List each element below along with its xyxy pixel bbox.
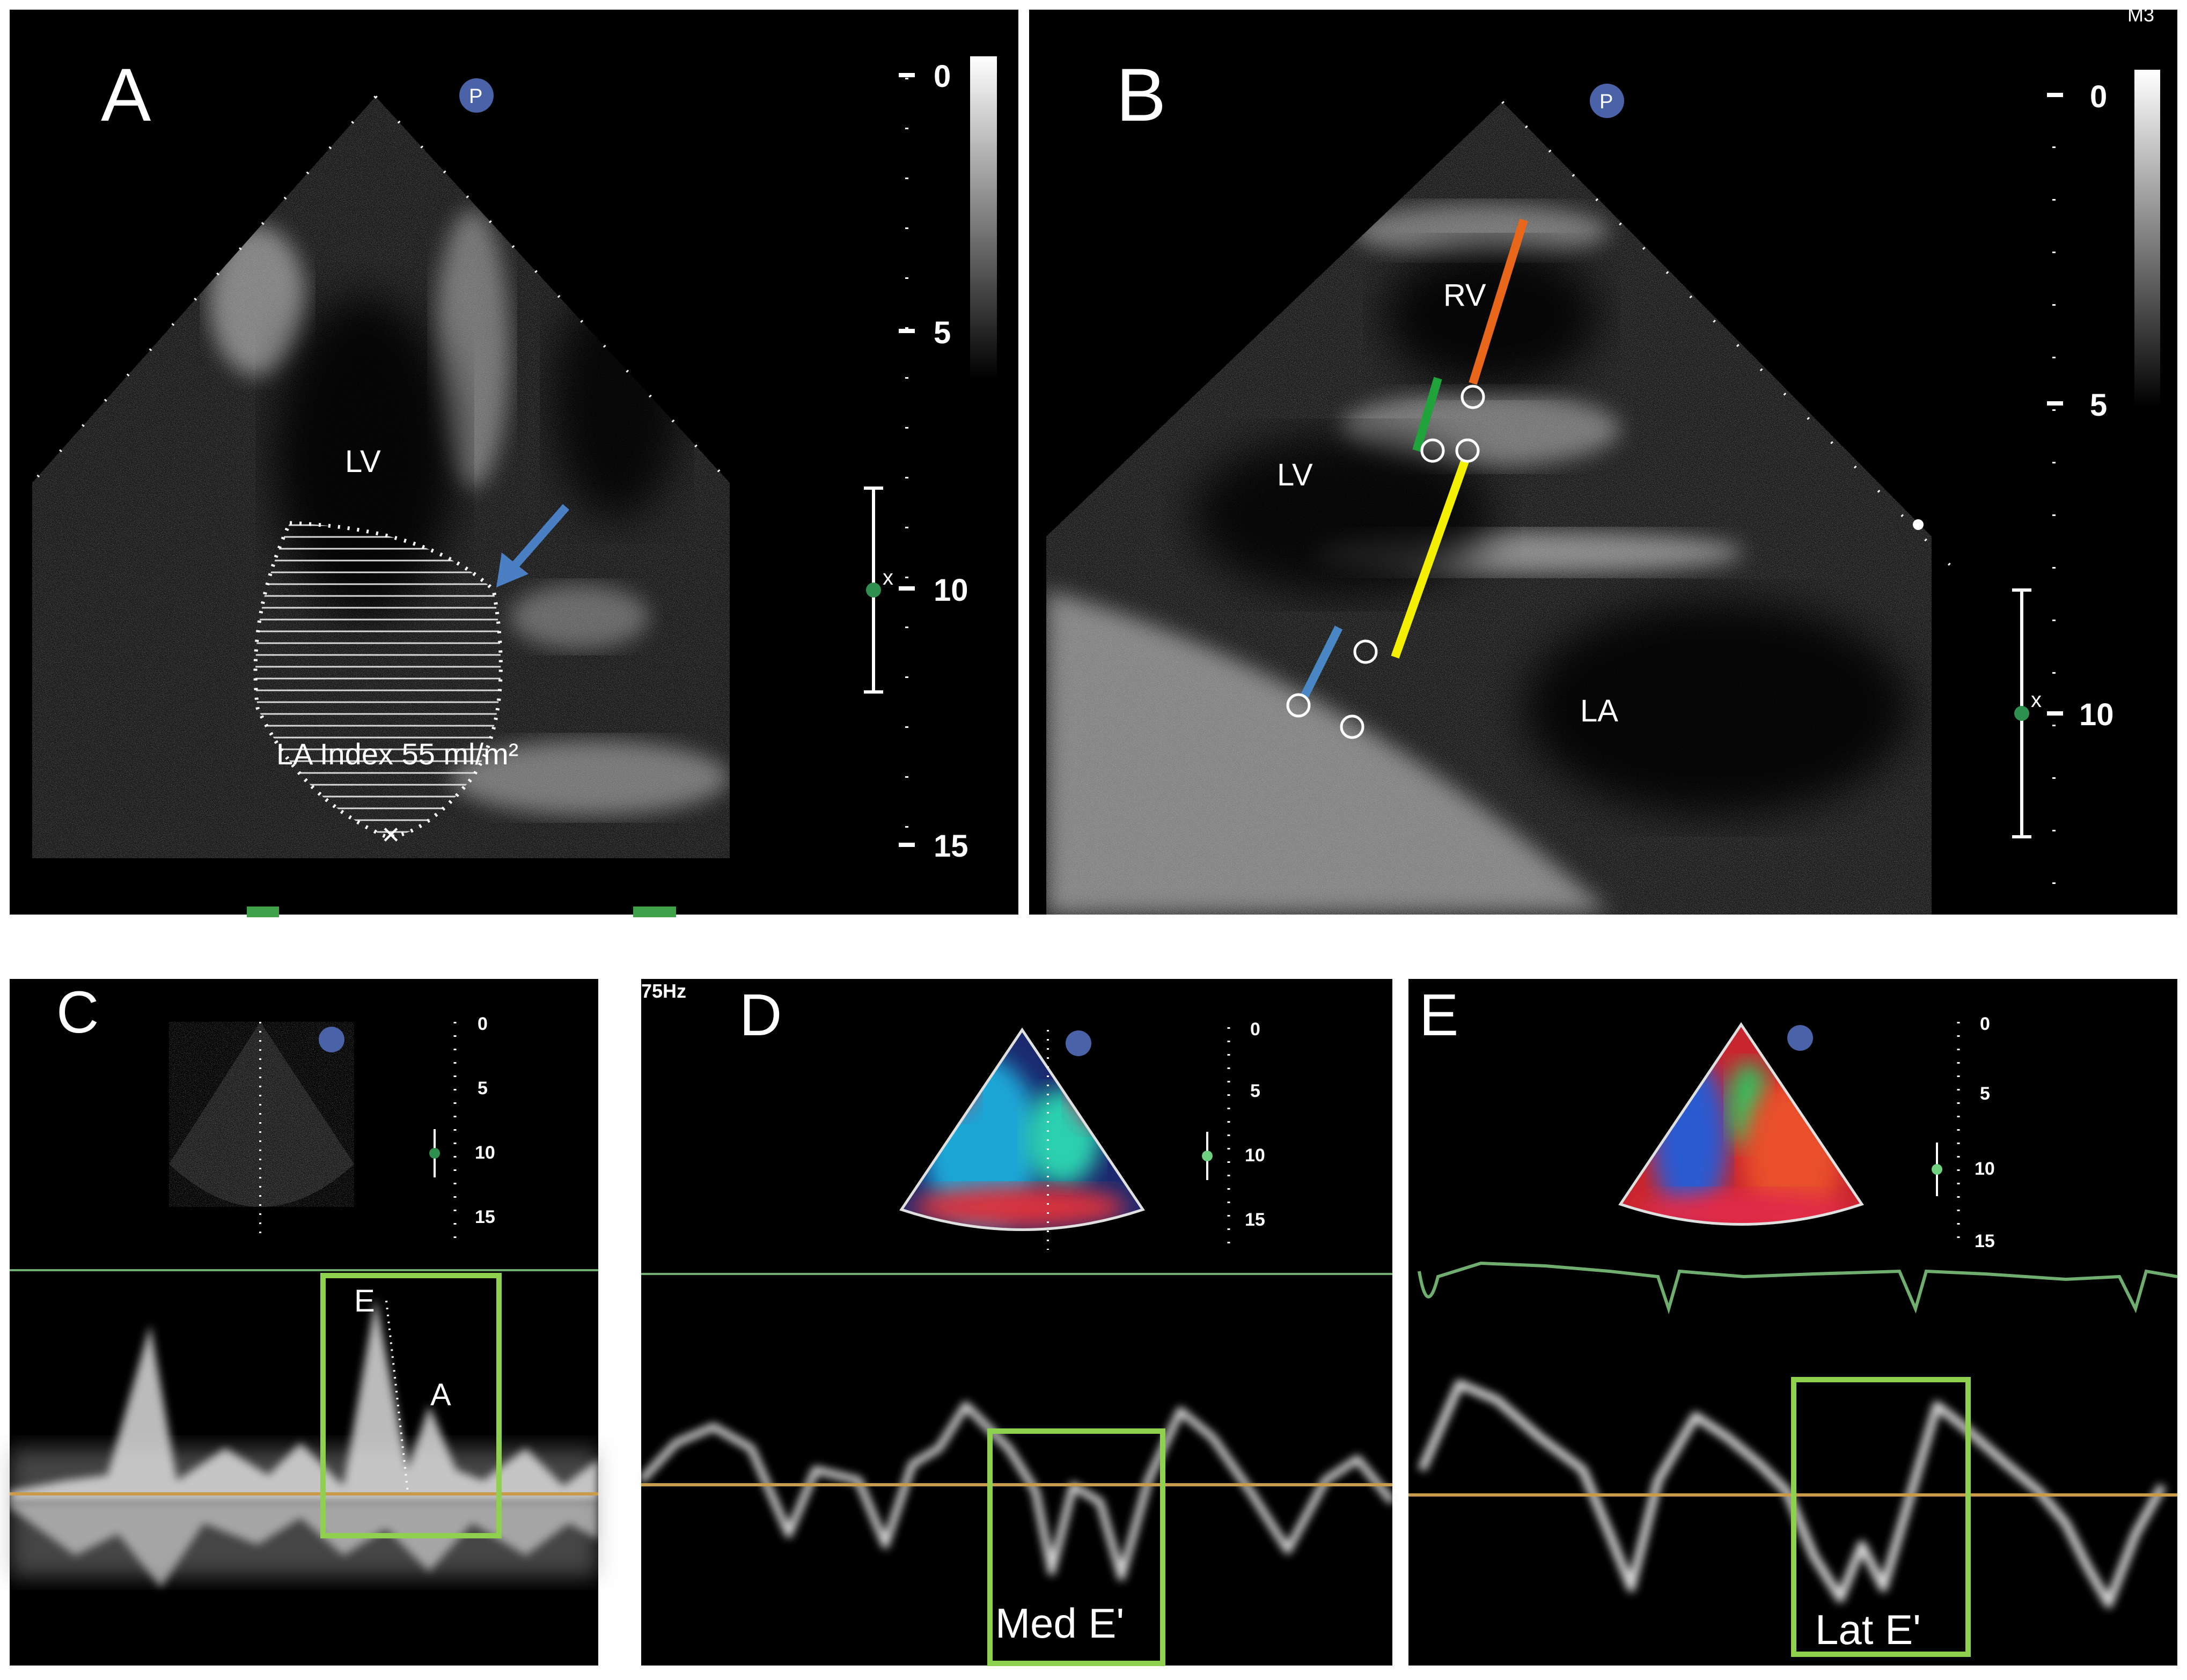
panel-d-med-e-label: Med E' <box>995 1600 1124 1647</box>
panel-c-depth-scale: 0 5 10 15 <box>429 1014 495 1247</box>
rv-measure-line <box>1469 218 1528 385</box>
panel-d-probe-icon <box>1066 1030 1091 1056</box>
panel-e-ecg-trace <box>1418 1261 2178 1315</box>
panel-c-letter: C <box>56 979 99 1045</box>
panel-d-depth-scale: 0 5 10 15 <box>1202 1019 1265 1247</box>
panel-a-depth-tick-10: 10 <box>934 573 968 608</box>
panel-a-lv-label: LV <box>345 444 381 479</box>
panel-b-calipers <box>1286 385 1485 739</box>
panel-e-depth-tick-0: 0 <box>1980 1014 1990 1034</box>
panel-d-top-left-label: 75Hz <box>641 980 686 1002</box>
panel-a-probe-icon-glyph: P <box>469 85 482 108</box>
panel-a-probe-icon <box>459 78 494 113</box>
panel-e-highlight-box <box>1791 1377 1971 1657</box>
la-traced-area <box>253 521 503 839</box>
panel-e: 0 5 10 15 E Lat E' <box>1408 979 2178 1666</box>
panel-a-letter: A <box>101 53 151 137</box>
panel-d: 75Hz 0 5 10 15 D Med E' <box>638 979 1396 1666</box>
panel-d-depth-tick-5: 5 <box>1250 1081 1260 1101</box>
panel-b-lv-label: LV <box>1277 458 1313 492</box>
panel-b: B M3 RV LV LA P 0 5 10 x <box>1029 4 2177 915</box>
panel-c-probe-icon <box>319 1027 344 1052</box>
panel-c-depth-tick-10: 10 <box>475 1143 495 1163</box>
panel-b-probe-icon-glyph: P <box>1599 91 1613 113</box>
panel-b-depth-tick-5: 5 <box>2090 388 2107 423</box>
panel-a-depth-tick-5: 5 <box>934 315 951 350</box>
panel-c-depth-tick-0: 0 <box>478 1014 488 1034</box>
panel-d-depth-tick-10: 10 <box>1245 1145 1265 1166</box>
panel-a: ✕ A LV LA Index 55 ml/m² P 0 5 10 15 x <box>10 10 1018 917</box>
lv-measure-line <box>1391 460 1469 659</box>
panel-b-rv-label: RV <box>1443 278 1486 313</box>
panel-c-highlight-box <box>320 1273 502 1538</box>
panel-a-depth-tick-15: 15 <box>934 829 968 864</box>
panel-b-depth-scale: 0 5 10 x <box>2012 70 2160 907</box>
panel-c-e-label: E <box>354 1284 375 1318</box>
panel-b-probe-icon <box>1590 84 1624 118</box>
panel-b-depth-tick-0: 0 <box>2090 79 2107 114</box>
panel-c-depth-tick-15: 15 <box>475 1207 495 1227</box>
panel-b-depth-tick-10: 10 <box>2079 697 2114 732</box>
panel-d-tissue-doppler-trace <box>638 1402 1396 1581</box>
panel-c-doppler-trace <box>10 1298 598 1502</box>
panel-e-letter: E <box>1419 982 1458 1048</box>
panel-e-depth-tick-15: 15 <box>1975 1231 1995 1251</box>
wall-measure-line <box>1300 625 1343 699</box>
panel-e-tissue-doppler-trace <box>1418 1380 2166 1608</box>
septum-measure-line <box>1412 377 1442 452</box>
panel-e-depth-scale: 0 5 10 15 <box>1932 1014 1995 1251</box>
panel-b-la-label: LA <box>1580 694 1618 728</box>
panel-a-depth-scale: 0 5 10 15 x <box>864 56 997 864</box>
panel-d-depth-tick-0: 0 <box>1250 1019 1260 1040</box>
blue-arrow-icon <box>496 504 570 587</box>
panel-c-a-label: A <box>430 1377 451 1412</box>
panel-a-la-index-label: LA Index 55 ml/m² <box>276 737 518 771</box>
panel-c: 0 5 10 15 C E A <box>10 979 598 1666</box>
panel-e-depth-tick-10: 10 <box>1975 1159 1995 1179</box>
panel-e-depth-tick-5: 5 <box>1980 1084 1990 1104</box>
panel-e-lat-e-label: Lat E' <box>1815 1606 1921 1653</box>
panel-d-highlight-box <box>987 1428 1165 1666</box>
panel-a-depth-tick-0: 0 <box>934 59 951 94</box>
panel-e-probe-icon <box>1787 1025 1813 1051</box>
panel-b-sector <box>1046 102 1932 915</box>
panel-b-corner-text: M3 <box>2127 4 2154 26</box>
la-trace-cursor: ✕ <box>381 822 401 849</box>
svg-text:x: x <box>883 566 893 590</box>
panel-d-letter: D <box>739 982 782 1048</box>
panel-b-letter: B <box>1116 53 1166 137</box>
panel-d-depth-tick-15: 15 <box>1245 1210 1265 1230</box>
panel-c-depth-tick-5: 5 <box>478 1078 488 1099</box>
svg-text:x: x <box>2031 688 2042 712</box>
